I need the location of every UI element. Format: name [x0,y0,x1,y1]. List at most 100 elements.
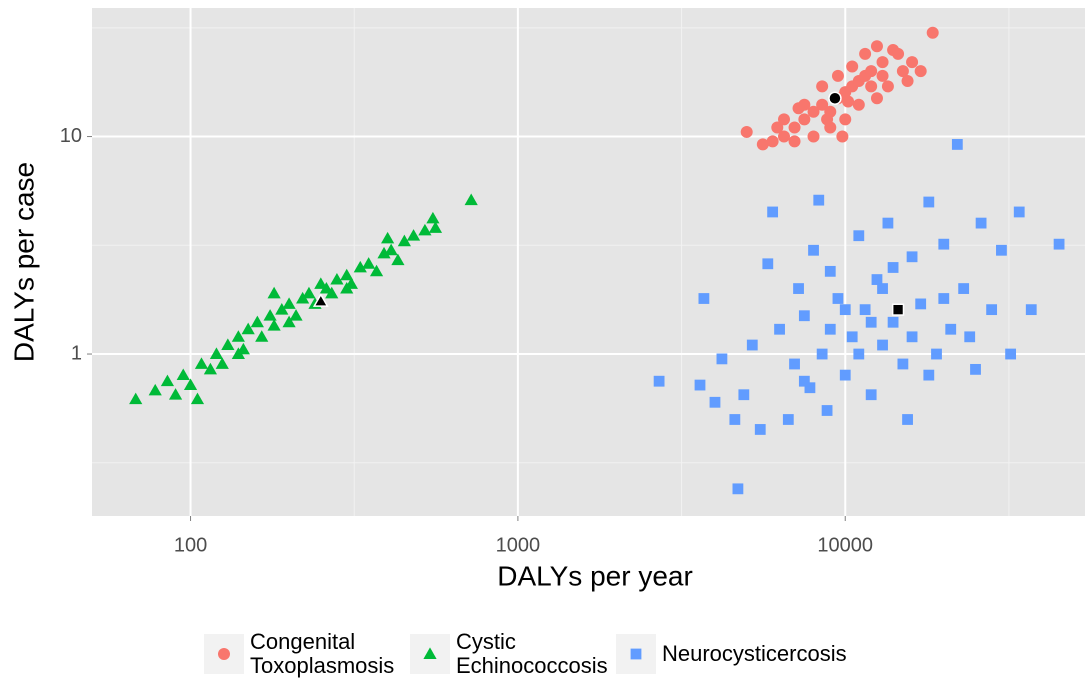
point [183,378,198,391]
x-tick-label: 100 [174,534,207,556]
point [282,315,296,328]
point [958,283,970,294]
point [275,303,289,315]
point [296,291,310,304]
point [865,316,877,328]
point [842,95,855,108]
point [859,47,872,60]
point [428,221,443,233]
point [871,274,883,285]
point [914,65,927,78]
point [839,113,852,126]
point [832,293,844,304]
point [804,382,816,394]
point [168,388,183,400]
point [653,375,665,387]
point [709,396,721,408]
point [906,331,918,343]
point [876,69,889,82]
point [951,139,963,150]
point [215,357,229,369]
point [176,368,190,381]
point [209,347,224,359]
point [798,375,810,387]
point [870,40,883,53]
point [782,414,794,425]
point [798,113,811,126]
point [353,260,367,273]
point [221,338,235,350]
point [865,389,877,401]
mean-point [312,293,329,307]
point [831,69,844,82]
chart: DALYs per year DALYs per case 100 1000 100… [8,8,1085,591]
point [902,414,913,425]
point [250,315,264,328]
point [824,265,836,277]
point [853,348,865,360]
point [325,286,339,299]
point [190,392,205,405]
point [231,330,245,342]
point [1053,238,1065,250]
point [816,348,828,360]
mean-point [891,303,905,316]
legend-marker [630,648,642,660]
point [255,330,269,342]
point [698,293,710,304]
point [859,304,871,316]
point [839,304,851,316]
point [836,130,849,143]
point [263,309,277,321]
point [740,125,753,138]
point [391,253,405,266]
point [231,347,245,359]
point [887,262,899,273]
point [314,277,328,289]
point [788,121,801,134]
point [816,80,829,93]
legend-key [204,634,244,674]
point [381,231,395,244]
point [808,244,819,256]
point [970,363,981,375]
legend-label: Neurocysticercosis [662,641,847,666]
point [282,297,296,309]
point [289,309,303,321]
point [194,357,209,369]
point [821,113,834,126]
point [1025,304,1037,316]
point [870,92,883,105]
point [938,293,950,304]
point [788,135,801,148]
point [881,80,894,93]
point [148,383,162,396]
x-tick-label: 1000 [496,534,541,556]
x-tick-label: 10000 [817,534,873,556]
point [865,80,878,93]
point [1005,348,1017,360]
point [729,414,741,425]
legend-label: Cystic Echinococcosis [456,629,608,678]
point [876,56,889,69]
point [938,238,950,250]
point [816,98,829,111]
point [267,319,281,331]
point [915,298,927,310]
point [203,362,218,375]
legend-key [616,634,656,674]
point [798,310,810,322]
point [821,405,833,416]
point [807,105,820,118]
point [771,121,784,134]
point [754,424,766,435]
point [923,196,935,208]
point [302,286,316,299]
point [846,331,858,343]
legend-marker [423,647,437,659]
legend-key [410,634,450,674]
point [852,98,865,111]
legend-label: Congenital Toxoplasmosis [250,629,395,678]
point [789,358,800,370]
mean-point [828,91,842,106]
